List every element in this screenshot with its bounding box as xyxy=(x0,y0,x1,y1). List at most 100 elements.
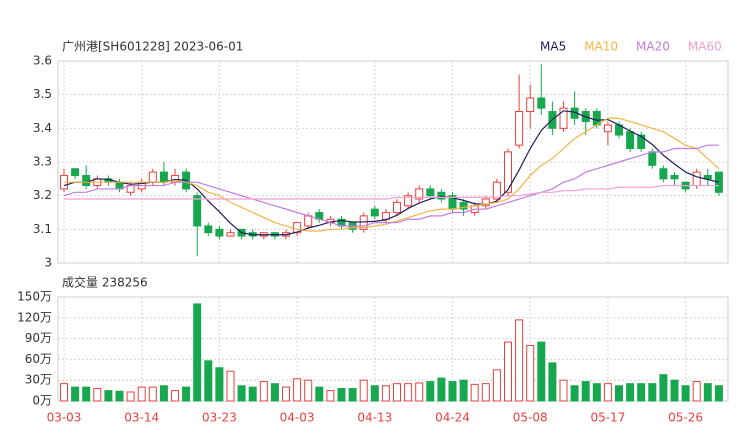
candle-body xyxy=(415,188,424,200)
candle-body xyxy=(226,232,235,237)
volume-bar xyxy=(448,381,457,402)
volume-bar xyxy=(215,367,224,402)
volume-bar xyxy=(104,390,113,402)
candle-body xyxy=(359,215,368,230)
legend-entry: MA60 xyxy=(688,40,722,54)
volume-bar xyxy=(692,381,701,402)
candle-body xyxy=(148,171,157,183)
volume-bar xyxy=(648,383,657,402)
volume-bar xyxy=(603,383,612,402)
volume-bar xyxy=(315,386,324,402)
x-tick-label: 05-08 xyxy=(513,411,548,425)
volume-bar xyxy=(670,379,679,402)
candle-body xyxy=(370,208,379,217)
candle-body xyxy=(159,171,168,183)
volume-bar xyxy=(60,383,68,402)
candle-body xyxy=(71,168,80,176)
candle-body xyxy=(692,171,701,187)
candle-body xyxy=(659,168,668,180)
volume-bar xyxy=(592,383,601,402)
y-tick-label: 120万 xyxy=(17,310,52,324)
candle-body xyxy=(481,198,490,207)
y-tick-label: 3.6 xyxy=(33,54,52,68)
y-tick-label: 3.5 xyxy=(33,87,52,101)
volume-bar xyxy=(348,388,357,402)
ma-line xyxy=(64,184,719,200)
candle-body xyxy=(526,97,535,112)
candle-body xyxy=(437,191,446,200)
candle-body xyxy=(82,174,91,187)
x-tick-label: 03-23 xyxy=(202,411,237,425)
volume-bar xyxy=(526,345,535,402)
volume-bar xyxy=(259,381,268,402)
volume-bar xyxy=(537,341,546,402)
volume-bar xyxy=(137,386,146,402)
volume-bar xyxy=(459,379,468,402)
volume-bar xyxy=(681,385,690,402)
volume-bar xyxy=(204,360,213,402)
candle-body xyxy=(703,174,712,180)
volume-bar xyxy=(337,388,346,402)
ma-line xyxy=(63,144,719,227)
candle-body xyxy=(515,111,524,146)
volume-bar xyxy=(226,370,235,402)
volume-bar xyxy=(615,385,623,402)
x-tick-label: 04-03 xyxy=(280,411,315,425)
volume-bar xyxy=(82,386,91,402)
volume-bar xyxy=(182,386,191,402)
candle-body xyxy=(537,97,546,109)
y-tick-label: 30万 xyxy=(25,373,52,387)
y-tick-label: 90万 xyxy=(25,331,52,345)
volume-bar xyxy=(304,379,313,402)
ma-line xyxy=(63,110,720,236)
volume-bar xyxy=(659,374,668,402)
x-tick-label: 03-03 xyxy=(47,411,82,425)
volume-bar xyxy=(159,385,168,402)
volume-bar xyxy=(570,385,579,402)
y-tick-label: 3 xyxy=(44,256,52,270)
legend-entry: MA5 xyxy=(540,40,566,54)
y-tick-label: 150万 xyxy=(17,290,52,304)
volume-bar xyxy=(326,390,335,402)
candle-body xyxy=(603,124,612,133)
volume-bar xyxy=(359,379,368,402)
volume-bar xyxy=(504,341,512,402)
candle-body xyxy=(492,181,501,200)
x-tick-label: 05-17 xyxy=(590,411,625,425)
candle-body xyxy=(193,195,202,227)
candle-body xyxy=(381,212,390,220)
legend-entry: MA10 xyxy=(584,40,618,54)
volume-bar xyxy=(415,382,424,402)
volume-bar xyxy=(426,381,435,402)
volume-bar xyxy=(404,383,413,402)
volume-bar xyxy=(481,383,490,402)
volume-bar xyxy=(437,377,446,402)
volume-bar xyxy=(193,303,202,402)
volume-bar xyxy=(93,388,102,402)
volume-bar xyxy=(171,390,179,402)
volume-bar xyxy=(626,383,635,402)
x-tick-label: 05-26 xyxy=(668,411,703,425)
candle-body xyxy=(648,151,657,166)
candle-body xyxy=(714,171,723,193)
x-tick-label: 04-24 xyxy=(435,411,470,425)
volume-bar xyxy=(703,383,712,402)
volume-bar xyxy=(548,362,557,402)
candle-body xyxy=(626,131,635,150)
volume-bar xyxy=(248,386,257,402)
candle-body xyxy=(304,215,313,227)
chart-title: 广州港[SH601228] 2023-06-01 xyxy=(62,40,243,54)
volume-bar xyxy=(393,383,401,402)
candle-body xyxy=(215,228,224,237)
volume-bar xyxy=(370,385,379,402)
volume-bar xyxy=(126,391,135,402)
candle-body xyxy=(204,225,213,234)
y-tick-label: 3.4 xyxy=(33,121,52,135)
candle-body xyxy=(393,201,401,213)
candle-body xyxy=(670,174,679,180)
volume-bar xyxy=(293,378,302,402)
candle-body xyxy=(459,201,468,210)
candle-body xyxy=(504,151,512,193)
y-tick-label: 3.1 xyxy=(33,222,52,236)
